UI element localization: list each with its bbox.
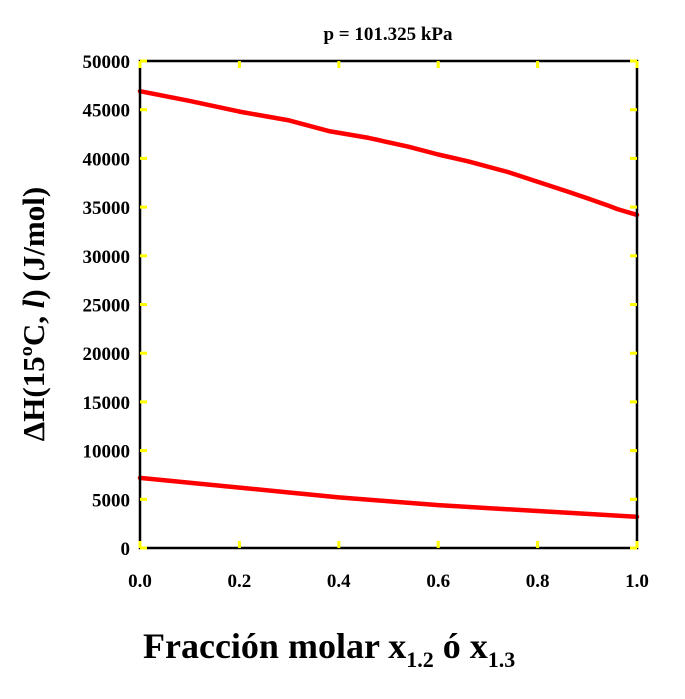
x-axis-label-sub2: 1.3 xyxy=(488,647,516,672)
y-tick-label: 0 xyxy=(121,539,131,560)
x-axis-label: Fracción molar x1.2 ó x1.3 xyxy=(143,626,515,672)
plot-area: 0 5000 10000 15000 20000 25000 30000 35000 40000… xyxy=(83,52,649,592)
x-tick-label: 1.0 xyxy=(625,571,649,592)
y-axis-label-italic: l xyxy=(16,299,51,308)
series-line-2 xyxy=(137,475,640,520)
y-tick-label: 50000 xyxy=(83,52,131,73)
x-tick-label: 0.0 xyxy=(128,571,152,592)
y-tick-label: 5000 xyxy=(92,490,130,511)
y-tick-label: 40000 xyxy=(83,149,131,170)
plot-frame xyxy=(138,59,639,550)
y-axis-label-part1: ΔH(15ºC, xyxy=(16,308,51,441)
x-tick-label: 0.4 xyxy=(327,571,351,592)
y-tick-label: 10000 xyxy=(83,442,131,463)
y-tick-label: 45000 xyxy=(83,101,131,122)
x-tick-label: 0.2 xyxy=(228,571,252,592)
x-tick-label: 0.8 xyxy=(526,571,550,592)
series-line-1 xyxy=(137,88,640,218)
y-axis-label: ΔH(15ºC, l) (J/mol) xyxy=(16,187,51,441)
x-axis-label-main: Fracción molar x xyxy=(143,626,406,666)
y-tick-label: 15000 xyxy=(83,393,131,414)
x-axis-label-mid: ó x xyxy=(434,626,488,666)
x-axis-label-sub1: 1.2 xyxy=(406,647,434,672)
y-tick-label: 25000 xyxy=(83,296,131,317)
y-tick-label: 20000 xyxy=(83,344,131,365)
x-tick-label: 0.6 xyxy=(426,571,450,592)
chart-title: p = 101.325 kPa xyxy=(323,24,453,45)
y-axis-label-part2: ) (J/mol) xyxy=(16,187,51,300)
y-tick-label: 30000 xyxy=(83,247,131,268)
y-tick-label: 35000 xyxy=(83,198,131,219)
